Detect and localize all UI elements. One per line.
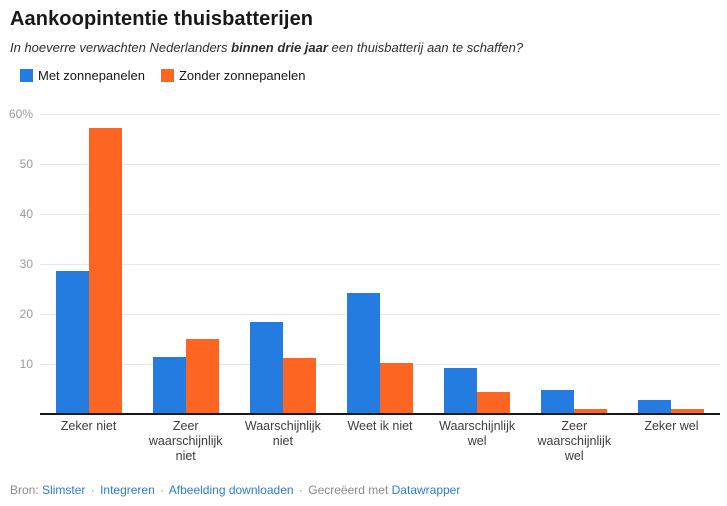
- gridline: [40, 114, 720, 115]
- y-tick-label: 10: [19, 357, 33, 371]
- bar: [541, 390, 575, 414]
- source-link-slimster[interactable]: Slimster: [42, 483, 86, 497]
- y-tick-label: 30: [19, 257, 33, 271]
- gridline: [40, 264, 720, 265]
- bar: [477, 392, 511, 414]
- legend-item-zonder-zonnepanelen: Zonder zonnepanelen: [160, 68, 306, 83]
- gridline: [40, 214, 720, 215]
- x-axis-label: Waarschijnlijk niet: [244, 419, 321, 448]
- x-axis-label: Zeer waarschijnlijk niet: [148, 419, 223, 463]
- gridline: [40, 164, 720, 165]
- y-tick-label: 60%: [8, 107, 33, 121]
- gridline: [40, 314, 720, 315]
- plot-area: 60% 50 40 30 20 10: [9, 107, 720, 415]
- footer-separator: ·: [90, 483, 95, 497]
- x-axis-line: [40, 413, 720, 415]
- y-tick-label: 20: [19, 307, 33, 321]
- bar-group: [40, 114, 137, 414]
- bar-group: [429, 114, 526, 414]
- bar: [249, 321, 283, 414]
- bar-group: [526, 114, 623, 414]
- footer-separator: ·: [160, 483, 165, 497]
- legend-swatch-orange: [160, 69, 174, 82]
- bars-layer: [40, 114, 720, 414]
- header: Aankoopintentie thuisbatterijen In hoeve…: [0, 8, 727, 83]
- created-with-label: Gecreëerd met: [308, 483, 389, 497]
- y-tick-label: 40: [19, 207, 33, 221]
- bar: [671, 409, 705, 414]
- legend-label: Zonder zonnepanelen: [178, 68, 306, 83]
- subtitle-part1: In hoeverre verwachten Nederlanders: [10, 40, 232, 55]
- x-axis-label: Zeer waarschijnlijk wel: [537, 419, 612, 463]
- x-axis-label: Weet ik niet: [347, 419, 413, 433]
- bar: [152, 356, 186, 414]
- page-title: Aankoopintentie thuisbatterijen: [10, 8, 314, 30]
- x-axis-label: Zeker wel: [644, 419, 699, 433]
- bar: [444, 368, 478, 414]
- download-image-link[interactable]: Afbeelding downloaden: [168, 483, 294, 497]
- subtitle-bold: binnen drie jaar: [231, 40, 328, 55]
- source-label: Bron:: [10, 483, 39, 497]
- x-axis-label: Waarschijnlijk wel: [439, 419, 516, 448]
- bar: [88, 128, 122, 414]
- x-axis-labels: Zeker niet Zeer waarschijnlijk niet Waarsc…: [40, 419, 720, 464]
- bar: [282, 357, 316, 414]
- datawrapper-link[interactable]: Datawrapper: [391, 483, 461, 497]
- legend-item-met-zonnepanelen: Met zonnepanelen: [20, 68, 145, 83]
- bar: [346, 292, 380, 414]
- subtitle-part2: een thuisbatterij aan te schaffen?: [327, 40, 524, 55]
- y-tick-label: 50: [19, 157, 33, 171]
- legend-swatch-blue: [20, 69, 33, 82]
- bar-group: [623, 114, 720, 414]
- bar-group: [331, 114, 428, 414]
- legend: Met zonnepanelen Zonder zonnepanelen: [10, 68, 717, 83]
- bar: [379, 363, 413, 414]
- chart-subtitle: In hoeverre verwachten Nederlanders binn…: [10, 40, 717, 55]
- bar-group: [234, 114, 331, 414]
- bar-group: [137, 114, 234, 414]
- bar: [185, 339, 219, 414]
- legend-label: Met zonnepanelen: [38, 68, 145, 83]
- footer-separator: ·: [298, 483, 303, 497]
- bar: [55, 270, 89, 414]
- x-axis-label: Zeker niet: [60, 419, 117, 433]
- bar: [638, 399, 672, 414]
- footer: Bron: Slimster · Integreren · Afbeelding…: [10, 483, 717, 497]
- bar: [574, 409, 608, 414]
- source-link-integreren[interactable]: Integreren: [100, 483, 155, 497]
